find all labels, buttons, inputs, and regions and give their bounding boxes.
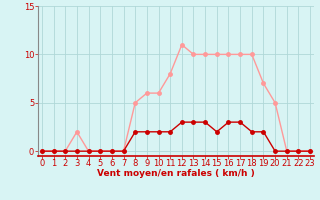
X-axis label: Vent moyen/en rafales ( km/h ): Vent moyen/en rafales ( km/h ) [97,169,255,178]
